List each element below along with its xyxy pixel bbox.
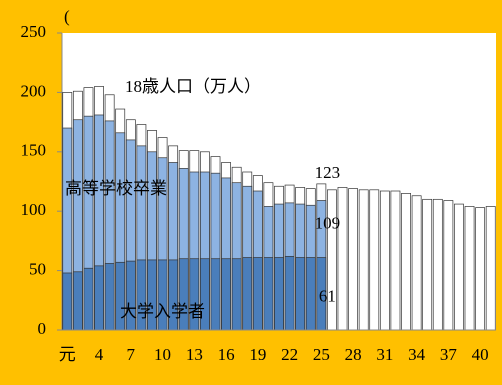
bar (62, 272, 73, 331)
value-label: 123 (315, 163, 341, 182)
x-tick-label: 16 (218, 345, 235, 364)
y-tick-label: 0 (38, 319, 47, 338)
bar (210, 258, 221, 331)
bar (221, 258, 231, 331)
bar (464, 206, 475, 331)
bar (348, 188, 358, 331)
x-tick-label: 37 (440, 345, 458, 364)
bar (443, 200, 454, 331)
x-tick-label: 34 (408, 345, 426, 364)
bar (327, 189, 337, 331)
y-tick-label: 50 (29, 260, 46, 279)
value-label: 61 (319, 286, 336, 305)
bar (485, 206, 496, 331)
y-tick-label: 250 (21, 22, 47, 41)
bar (242, 257, 253, 331)
bar (295, 257, 306, 331)
series-label: 大学入学者 (120, 302, 205, 321)
x-tick-label: 19 (249, 345, 266, 364)
x-tick-label: 40 (472, 345, 489, 364)
bar (94, 265, 104, 331)
y-tick-label: 150 (21, 141, 47, 160)
value-label: 109 (315, 213, 341, 232)
bar (231, 258, 242, 331)
series-label: 高等学校卒業 (65, 179, 167, 198)
bar (305, 257, 316, 331)
bar (337, 187, 348, 331)
y-tick-label: 100 (21, 200, 47, 219)
x-tick-label: 25 (313, 345, 330, 364)
bar (379, 190, 390, 331)
bar (401, 193, 411, 331)
bar (390, 190, 401, 331)
bar (83, 267, 94, 331)
bar (432, 198, 443, 331)
x-tick-label: 元 (59, 345, 76, 364)
annotation: ( (64, 7, 70, 26)
bar (252, 257, 263, 331)
x-tick-label: 28 (345, 345, 362, 364)
x-tick-label: 13 (186, 345, 203, 364)
x-tick-label: 22 (281, 345, 298, 364)
x-tick-label: 10 (154, 345, 171, 364)
y-tick-label: 200 (21, 81, 47, 100)
bar (411, 195, 422, 331)
bar (369, 189, 380, 331)
bar (422, 198, 433, 331)
bar (358, 189, 369, 331)
x-tick-label: 31 (376, 345, 393, 364)
bar (263, 257, 274, 331)
x-tick-label: 4 (95, 345, 104, 364)
bar (284, 255, 295, 331)
bar (454, 203, 464, 331)
x-tick-label: 7 (127, 345, 136, 364)
bar (104, 263, 115, 331)
bar (274, 257, 284, 331)
series-label: 18歳人口（万人） (125, 77, 261, 96)
bar (475, 207, 486, 331)
bar (72, 271, 83, 331)
